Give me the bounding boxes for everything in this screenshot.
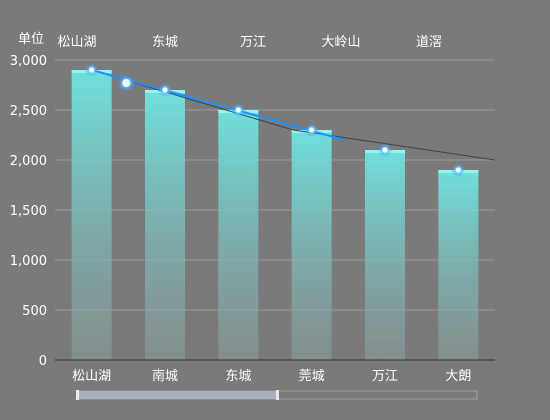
grid-lines	[55, 59, 495, 311]
x-tick-label: 大朗	[445, 369, 471, 384]
data-point	[309, 127, 315, 133]
y-tick-label: 3,000	[10, 54, 47, 69]
scrollbar-thumb[interactable]	[77, 391, 277, 399]
x-tick-label: 东城	[225, 369, 251, 384]
y-tick-label: 500	[22, 304, 47, 319]
x-tick-label: 南城	[152, 368, 178, 384]
bars	[71, 70, 479, 360]
data-point	[162, 87, 168, 93]
y-tick-label: 1,000	[10, 254, 47, 269]
x-tick-label: 莞城	[299, 369, 325, 384]
top-category-label: 道滘	[416, 35, 442, 50]
top-category-label: 大岭山	[321, 35, 360, 50]
top-category-label: 东城	[152, 35, 178, 50]
bar	[438, 170, 479, 360]
scrollbar-handle-left[interactable]	[76, 390, 79, 400]
bar	[145, 90, 185, 360]
bar	[218, 110, 259, 360]
highlight-point[interactable]	[122, 79, 131, 87]
data-point	[455, 167, 461, 173]
data-point	[89, 67, 95, 73]
y-tick-label: 0	[39, 354, 47, 369]
bar	[71, 70, 112, 360]
data-point	[235, 107, 241, 113]
x-tick-label: 万江	[372, 369, 398, 384]
axes: 单位 05001,0001,5002,0002,5003,000松山湖 南城 东城莞…	[10, 32, 495, 384]
points	[84, 63, 466, 177]
y-tick-label: 1,500	[10, 204, 47, 219]
top-category-label: 松山湖	[57, 35, 96, 50]
y-tick-label: 2,000	[10, 154, 47, 169]
y-axis-title: 单位	[18, 32, 44, 47]
x-tick-label: 松山湖	[72, 369, 111, 384]
scrollbar-handle-right[interactable]	[276, 390, 279, 400]
y-tick-label: 2,500	[10, 104, 47, 119]
scrollbar[interactable]	[76, 390, 478, 400]
bar	[291, 130, 332, 360]
top-category-label: 万江	[240, 35, 266, 50]
bar	[365, 150, 405, 360]
data-point	[382, 147, 388, 153]
